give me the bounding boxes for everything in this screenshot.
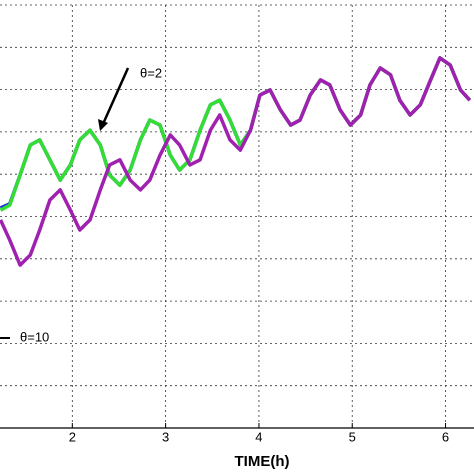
series-line [0, 56, 472, 267]
x-tick-label: 5 [349, 429, 356, 444]
annotation: θ=2 [140, 65, 162, 80]
x-tick-label: 4 [255, 429, 262, 444]
x-tick-label: 3 [162, 429, 169, 444]
series-line [0, 56, 472, 212]
x-axis-label: TIME(h) [235, 453, 290, 470]
x-tick-label: 2 [69, 429, 76, 444]
arrow-head [98, 119, 108, 131]
annotation: θ=10 [20, 329, 49, 344]
x-tick-label: 6 [442, 429, 449, 444]
arrow [101, 67, 130, 125]
